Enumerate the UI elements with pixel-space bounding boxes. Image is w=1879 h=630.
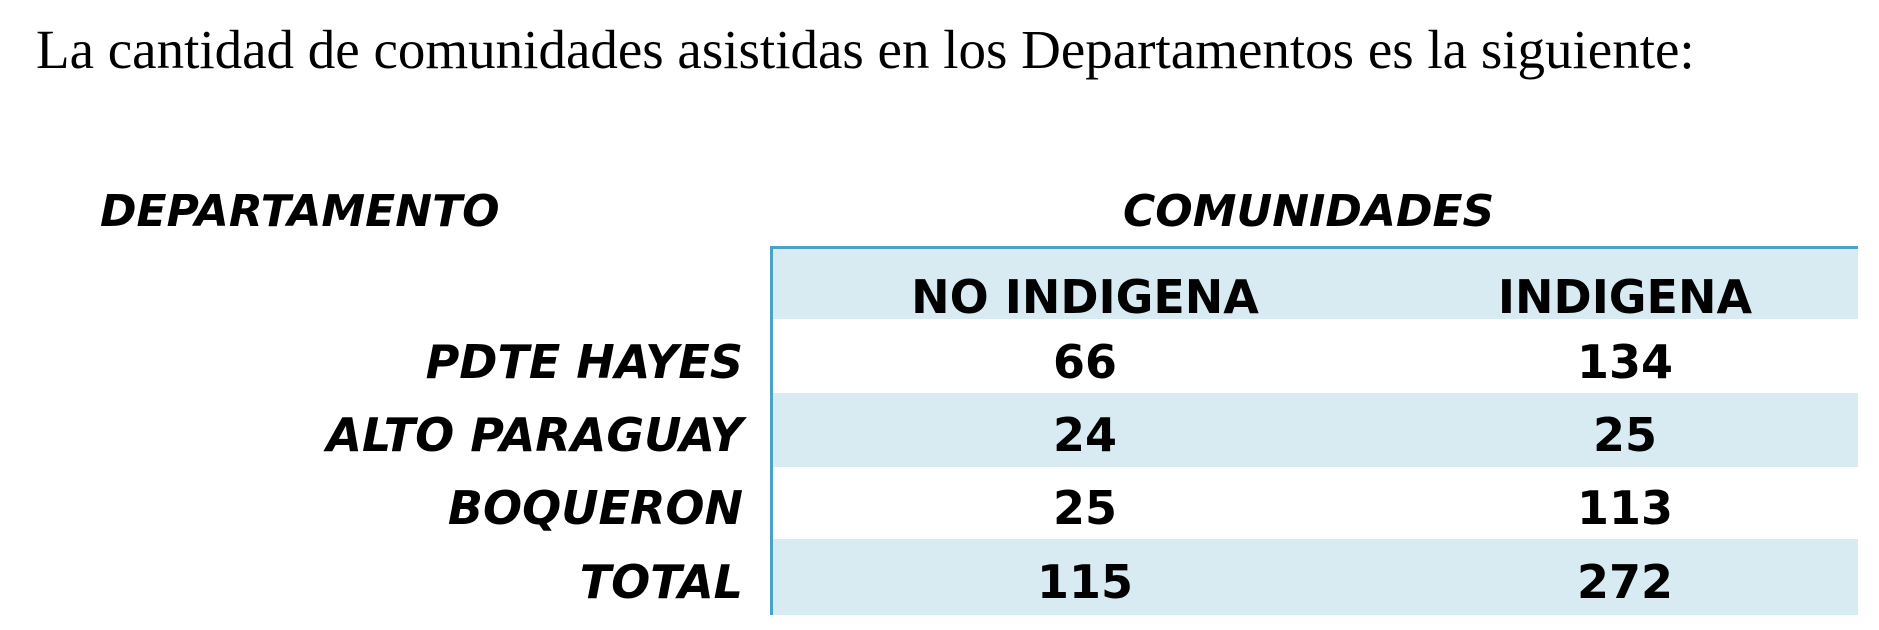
header-comunidades: COMUNIDADES	[1123, 186, 1495, 237]
intro-paragraph: La cantidad de comunidades asistidas en …	[36, 19, 1695, 80]
row-label-pdte-hayes: PDTE HAYES	[425, 335, 743, 389]
cell-pdte-hayes-indigena: 134	[1576, 335, 1674, 389]
row-band-alto-paraguay	[773, 393, 1858, 467]
table-shaded-area	[770, 246, 1858, 615]
header-departamento: DEPARTAMENTO	[100, 186, 500, 237]
cell-alto-paraguay-indigena: 25	[1592, 408, 1657, 462]
cell-boqueron-no-indigena: 25	[1052, 481, 1117, 535]
cell-boqueron-indigena: 113	[1576, 481, 1674, 535]
cell-pdte-hayes-no-indigena: 66	[1052, 335, 1117, 389]
header-band	[773, 249, 1858, 319]
column-header-no-indigena: NO INDIGENA	[911, 270, 1259, 324]
cell-total-no-indigena: 115	[1036, 555, 1134, 609]
row-label-boqueron: BOQUERON	[447, 481, 743, 535]
row-label-total: TOTAL	[579, 555, 743, 609]
row-label-alto-paraguay: ALTO PARAGUAY	[326, 408, 743, 462]
cell-total-indigena: 272	[1576, 555, 1674, 609]
row-band-total	[773, 539, 1858, 615]
column-header-indigena: INDIGENA	[1497, 270, 1753, 324]
cell-alto-paraguay-no-indigena: 24	[1052, 408, 1117, 462]
